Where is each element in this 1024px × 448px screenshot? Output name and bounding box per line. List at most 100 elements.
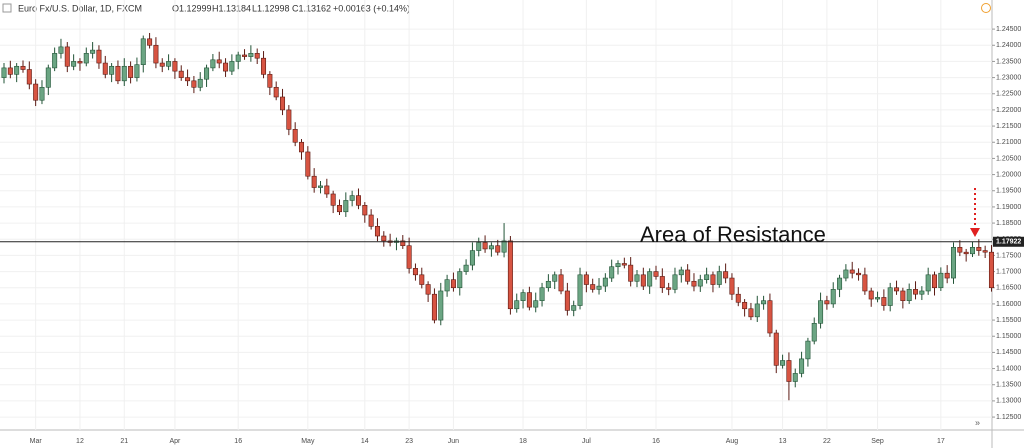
y-tick-label: 1.20000 [996,171,1021,178]
candle-body [39,86,45,101]
candle-body [20,65,26,70]
candle-body [273,86,279,98]
candle-body [685,269,691,282]
candle-body [336,205,342,213]
candle-body [805,340,811,360]
candle-body [830,289,836,305]
candle-body [558,274,564,292]
candle-body [982,250,988,253]
y-tick-label: 1.22000 [996,107,1021,114]
candle-body [799,358,805,374]
candle-body [963,251,969,255]
candle-body [501,240,507,253]
candle-body [280,96,286,111]
y-tick-label: 1.21500 [996,123,1021,130]
candle-body [52,53,58,69]
candle-body [14,65,20,75]
candle-body [311,175,317,188]
candle-body [248,53,254,57]
candle-body [843,269,849,279]
candles [1,32,994,401]
candle-body [615,263,621,268]
candle-body [400,240,406,247]
candle-body [292,129,298,143]
candle-body [761,300,767,305]
candle-body [90,49,96,54]
candle-body [697,279,703,287]
candle-body [349,195,355,201]
candle-body [96,49,102,64]
candle-body [824,300,830,305]
y-tick-label: 1.17500 [996,252,1021,259]
y-tick-label: 1.19500 [996,188,1021,195]
candle-body [362,205,368,216]
x-tick-label: 12 [76,438,84,445]
candle-body [849,269,855,274]
candle-body [887,287,893,306]
y-tick-label: 1.24000 [996,42,1021,49]
collapse-icon[interactable] [2,3,12,13]
candle-body [26,69,32,85]
candle-body [767,300,773,334]
candle-body [159,62,165,67]
candle-body [495,245,501,253]
y-tick-label: 1.18500 [996,220,1021,227]
candle-body [856,272,862,276]
candle-body [602,277,608,287]
candle-body [723,271,729,279]
x-tick-label: 16 [652,438,660,445]
overlay: Area of Resistance [640,188,980,247]
candle-body [773,332,779,366]
y-tick-label: 1.13500 [996,382,1021,389]
x-tick-label: Jun [448,438,459,445]
candle-body [172,61,178,72]
candle-body [242,54,248,57]
candle-body [457,271,463,289]
candle-body [261,57,267,75]
candle-body [976,247,982,251]
candle-body [77,61,83,64]
candle-body [786,360,792,382]
candle-body [862,274,868,292]
candle-body [419,274,425,285]
candle-body [792,373,798,382]
candle-body [571,305,577,311]
candle-body [210,59,216,69]
y-tick-label: 1.20500 [996,155,1021,162]
candle-body [374,226,380,237]
candle-body [919,290,925,295]
candle-body [71,61,77,67]
candle-body [368,214,374,227]
candle-body [583,274,589,285]
candle-body [317,185,323,188]
candle-body [343,200,349,213]
candle-body [969,247,975,255]
candle-body [204,67,210,80]
candle-body [128,65,134,78]
candle-body [754,303,760,318]
x-tick-label: Jul [582,438,591,445]
candle-body [488,245,494,250]
candle-body [45,67,51,88]
scroll-icon[interactable]: » [975,417,980,427]
candle-body [596,285,602,290]
alert-icon[interactable] [981,3,991,13]
y-tick-label: 1.21000 [996,139,1021,146]
candle-body [121,65,127,82]
candle-body [552,274,558,282]
candle-body [514,300,520,310]
candle-body [381,235,387,242]
candle-body [102,62,108,75]
candle-body [153,44,159,64]
candle-body [197,78,203,88]
candle-body [191,80,197,88]
candle-body [507,240,513,310]
ohlc-change: +0.00163 (+0.14%) [333,3,410,13]
y-tick-label: 1.24500 [996,26,1021,33]
candle-body [653,271,659,277]
candle-body [925,274,931,292]
candle-body [609,266,615,279]
candle-body [988,251,994,289]
candle-body [33,83,39,101]
